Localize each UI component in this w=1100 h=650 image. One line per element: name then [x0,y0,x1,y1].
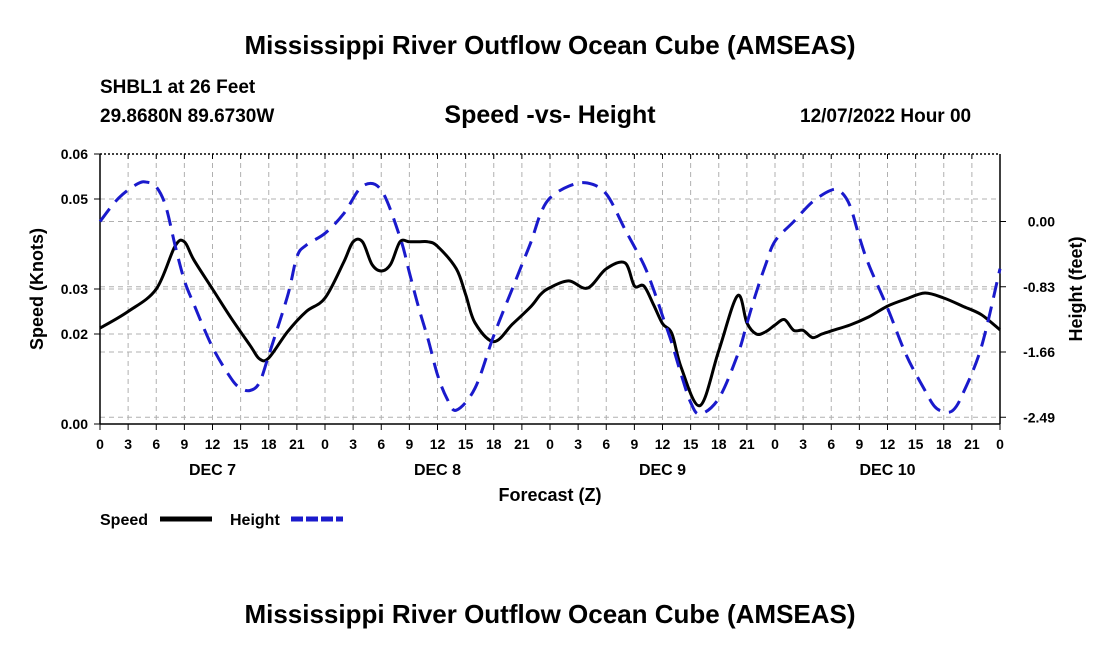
x-tick-label: 6 [602,436,610,452]
chart-subtitle: Speed -vs- Height [444,101,656,129]
x-tick-label: 18 [711,436,727,452]
x-tick-label: 9 [630,436,638,452]
x-tick-label: 21 [739,436,755,452]
x-tick-label: 18 [936,436,952,452]
location-label: 29.8680N 89.6730W [100,106,275,127]
legend: Speed Height [100,512,343,529]
legend-speed-label: Speed [100,512,148,529]
axes: 0 3 6 9 12 15 18 21 0 3 6 9 12 15 18 21 0 3 6 9 12 15 18 21 0 3 6 9… [27,146,1086,505]
x-tick-label: 3 [799,436,807,452]
day-label: DEC 7 [189,462,236,479]
x-tick-label: 15 [908,436,924,452]
x-tick-label: 12 [430,436,446,452]
x-tick-label: 0 [996,436,1004,452]
x-tick-label: 15 [233,436,249,452]
height-series-line [98,180,1002,416]
forecast-date: 12/07/2022 Hour 00 [800,106,972,127]
x-tick-label: 0 [321,436,329,452]
x-tick-label: 21 [289,436,305,452]
y-tick-label-left: 0.00 [61,416,88,432]
x-tick-label: 9 [855,436,863,452]
x-tick-label: 0 [546,436,554,452]
x-tick-label: 9 [405,436,413,452]
series [98,180,1002,416]
x-tick-label: 18 [486,436,502,452]
speed-series-line [99,237,1001,408]
x-tick-label: 6 [827,436,835,452]
x-tick-label: 12 [205,436,221,452]
chart-main-title: Mississippi River Outflow Ocean Cube (AM… [244,30,856,60]
x-tick-label: 3 [574,436,582,452]
y-tick-label-left: 0.02 [61,326,88,342]
station-label: SHBL1 at 26 Feet [100,77,256,98]
day-label: DEC 10 [859,462,915,479]
y-tick-label-right: -0.83 [1023,279,1055,295]
x-tick-label: 6 [377,436,385,452]
x-tick-label: 0 [96,436,104,452]
x-tick-label: 3 [124,436,132,452]
day-label: DEC 8 [414,462,461,479]
footer-title: Mississippi River Outflow Ocean Cube (AM… [244,599,856,629]
y-tick-label-left: 0.05 [61,191,88,207]
day-label: DEC 9 [639,462,686,479]
y-tick-label-right: -2.49 [1023,409,1055,425]
y-tick-label-left: 0.06 [61,146,88,162]
y-tick-label-left: 0.03 [61,281,88,297]
legend-height-label: Height [230,512,280,529]
y-axis-title-right: Height (feet) [1066,237,1086,342]
x-tick-label: 15 [458,436,474,452]
y-tick-label-right: 0.00 [1028,214,1055,230]
x-tick-label: 15 [683,436,699,452]
y-axis-title-left: Speed (Knots) [27,228,47,350]
x-tick-label: 3 [349,436,357,452]
x-tick-label: 18 [261,436,277,452]
x-axis-title: Forecast (Z) [498,485,601,505]
x-tick-label: 0 [771,436,779,452]
x-tick-label: 12 [880,436,896,452]
x-tick-label: 12 [655,436,671,452]
y-tick-label-right: -1.66 [1023,344,1055,360]
x-tick-label: 6 [152,436,160,452]
x-tick-label: 9 [180,436,188,452]
x-tick-label: 21 [514,436,530,452]
x-tick-label: 21 [964,436,980,452]
